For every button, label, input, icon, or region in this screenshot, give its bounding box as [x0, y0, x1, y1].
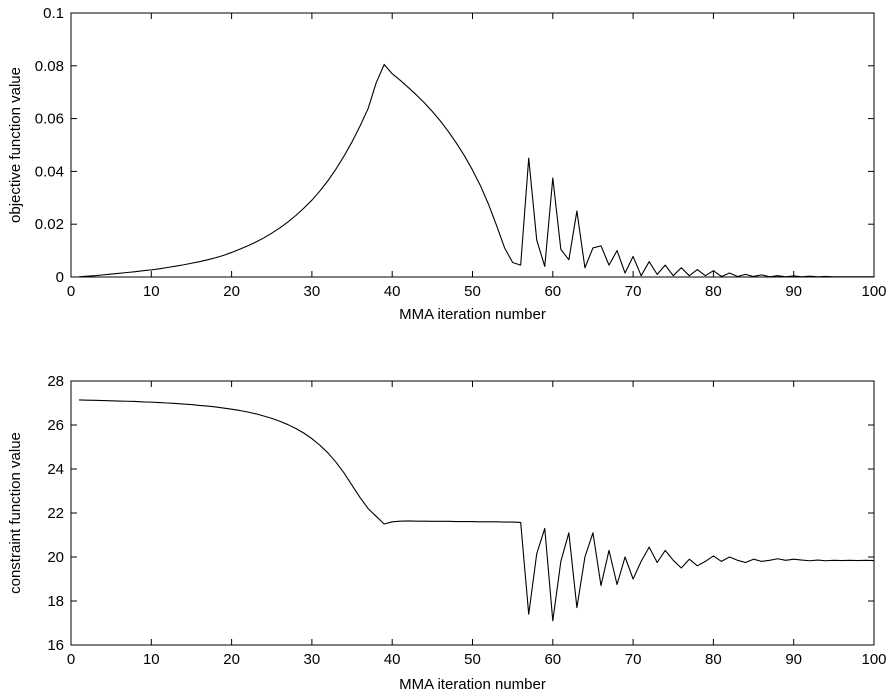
constraint-y-tick-label: 22 [47, 505, 64, 522]
constraint-x-tick-label: 80 [705, 651, 722, 668]
constraint-x-tick-label: 20 [223, 651, 240, 668]
objective-x-tick-label: 100 [861, 283, 886, 300]
objective-x-axis-label: MMA iteration number [399, 306, 546, 323]
objective-x-tick-label: 20 [223, 283, 240, 300]
objective-x-tick-label: 50 [464, 283, 481, 300]
constraint-x-tick-label: 10 [143, 651, 160, 668]
objective-y-tick-label: 0 [56, 269, 64, 286]
objective-axes-frame [70, 12, 875, 278]
objective-plot: 0 10 20 30 40 50 60 70 80 90 100 0 0.02 0.04 0.06 0.08 0… [7, 5, 887, 323]
constraint-x-axis-label: MMA iteration number [399, 676, 546, 693]
constraint-plot: 0 10 20 30 40 50 60 70 80 90 100 16 18 20 22 24 26 28 MMA … [7, 373, 887, 693]
objective-x-tick-label: 0 [67, 283, 75, 300]
constraint-x-tick-label: 60 [544, 651, 561, 668]
constraint-y-tick-label: 18 [47, 593, 64, 610]
objective-x-tick-label: 40 [384, 283, 401, 300]
constraint-x-tick-label: 30 [304, 651, 321, 668]
objective-y-tick-label: 0.1 [43, 5, 64, 22]
constraint-x-tick-label: 100 [861, 651, 886, 668]
constraint-x-tick-label: 90 [785, 651, 802, 668]
constraint-y-tick-label: 28 [47, 373, 64, 390]
objective-x-tick-label: 30 [304, 283, 321, 300]
objective-x-tick-label: 70 [625, 283, 642, 300]
constraint-x-tick-label: 0 [67, 651, 75, 668]
constraint-x-tick-label: 40 [384, 651, 401, 668]
objective-x-tick-label: 80 [705, 283, 722, 300]
objective-series-line [78, 63, 874, 278]
constraint-axes-frame [70, 380, 875, 646]
constraint-x-tick-label: 50 [464, 651, 481, 668]
constraint-x-tick-label: 70 [625, 651, 642, 668]
objective-x-tick-label: 60 [544, 283, 561, 300]
constraint-y-axis-label: constraint function value [7, 432, 24, 594]
objective-y-axis-label: objective function value [7, 67, 24, 223]
constraint-y-tick-label: 16 [47, 637, 64, 654]
constraint-y-tick-label: 26 [47, 417, 64, 434]
constraint-y-tick-label: 24 [47, 461, 64, 478]
objective-y-tick-label: 0.02 [35, 216, 64, 233]
objective-y-tick-label: 0.08 [35, 58, 64, 75]
objective-y-tick-label: 0.04 [35, 163, 64, 180]
objective-y-tick-label: 0.06 [35, 111, 64, 128]
objective-x-tick-label: 10 [143, 283, 160, 300]
objective-x-tick-label: 90 [785, 283, 802, 300]
constraint-y-tick-label: 20 [47, 549, 64, 566]
constraint-series-line [79, 399, 875, 622]
